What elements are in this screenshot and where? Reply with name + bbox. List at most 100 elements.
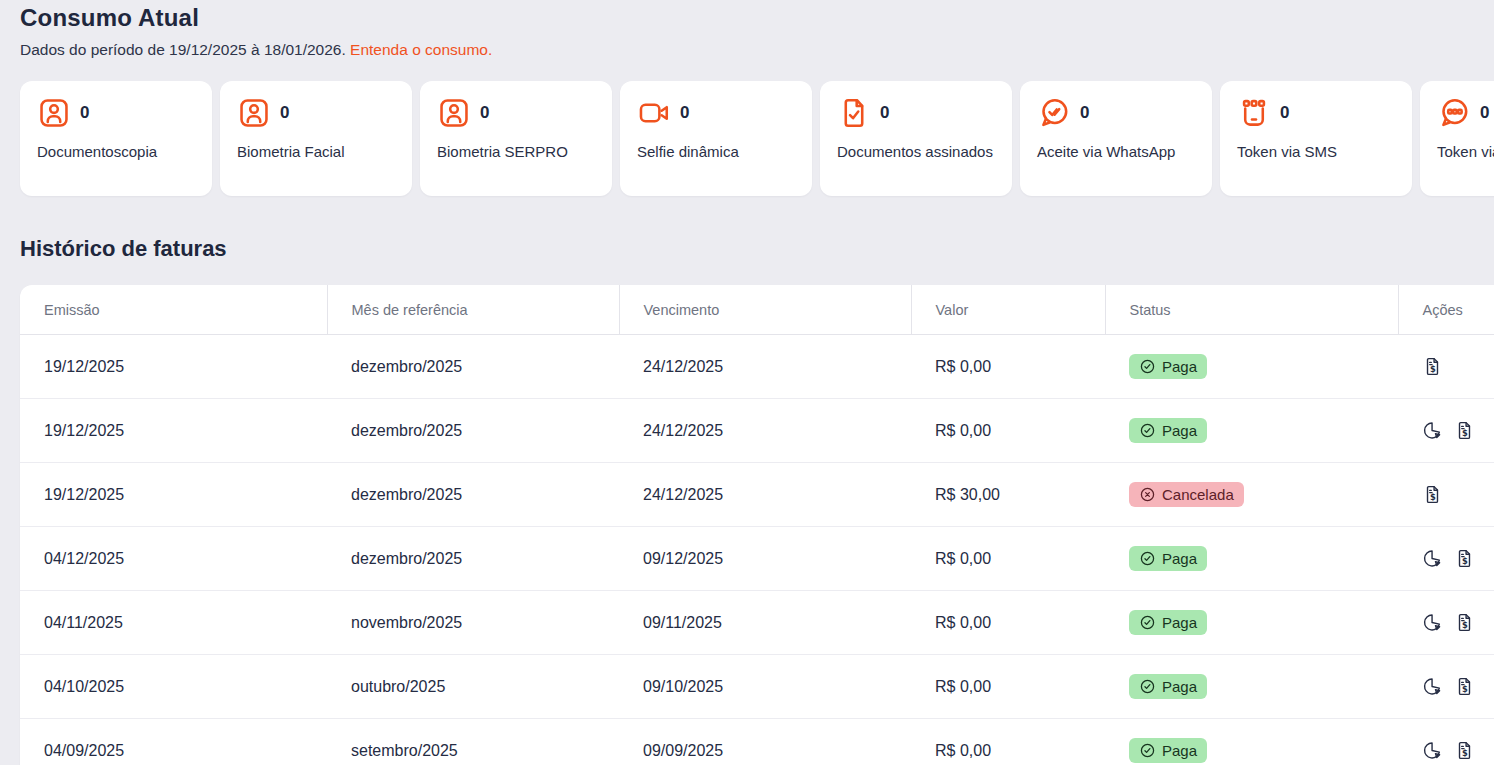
card-label: Biometria Facial <box>237 140 395 163</box>
table-row: 19/12/2025 dezembro/2025 24/12/2025 R$ 0… <box>20 335 1494 399</box>
invoices-table: EmissãoMês de referênciaVencimentoValorS… <box>20 285 1494 765</box>
cell-vencimento: 09/11/2025 <box>619 591 911 655</box>
cell-vencimento: 24/12/2025 <box>619 399 911 463</box>
table-row: 19/12/2025 dezembro/2025 24/12/2025 R$ 3… <box>20 463 1494 527</box>
card-label: Biometria SERPRO <box>437 140 595 163</box>
check-circle-icon <box>1139 422 1156 439</box>
card-count: 0 <box>1480 103 1489 123</box>
pie-chart-icon <box>1422 548 1443 569</box>
cell-vencimento: 09/10/2025 <box>619 655 911 719</box>
check-circle-icon <box>1139 550 1156 567</box>
invoices-table-header: EmissãoMês de referênciaVencimentoValorS… <box>20 285 1494 335</box>
action-invoice-document-button[interactable]: $ <box>1454 548 1475 569</box>
consumption-card: 0 Documentoscopia <box>20 81 212 196</box>
action-invoice-document-button[interactable]: $ <box>1422 484 1443 505</box>
action-invoice-document-button[interactable]: $ <box>1422 356 1443 377</box>
cell-acoes: $ <box>1398 527 1494 591</box>
cell-mes-referencia: outubro/2025 <box>327 655 619 719</box>
consumption-card: 0 Documentos assinados <box>820 81 1012 196</box>
invoice-document-icon: $ <box>1422 484 1443 505</box>
cell-emissao: 19/12/2025 <box>20 399 327 463</box>
cell-valor: R$ 0,00 <box>911 335 1105 399</box>
cell-emissao: 19/12/2025 <box>20 463 327 527</box>
consumption-page: Consumo Atual Dados do período de 19/12/… <box>0 0 1494 765</box>
invoice-document-icon: $ <box>1454 612 1475 633</box>
card-count: 0 <box>880 103 889 123</box>
status-badge: Paga <box>1129 674 1207 699</box>
action-pie-chart-button[interactable] <box>1422 740 1443 761</box>
pie-chart-icon <box>1422 420 1443 441</box>
understand-consumption-link[interactable]: Entenda o consumo. <box>350 41 492 58</box>
cell-mes-referencia: dezembro/2025 <box>327 399 619 463</box>
user-card-icon <box>437 96 471 130</box>
column-header-acoes: Ações <box>1398 285 1494 335</box>
action-pie-chart-button[interactable] <box>1422 612 1443 633</box>
invoice-document-icon: $ <box>1422 356 1443 377</box>
cell-valor: R$ 0,00 <box>911 655 1105 719</box>
card-label: Documentos assinados <box>837 140 995 163</box>
cell-valor: R$ 0,00 <box>911 399 1105 463</box>
period-text: Dados do período de 19/12/2025 à 18/01/2… <box>20 41 346 58</box>
cell-valor: R$ 0,00 <box>911 527 1105 591</box>
table-row: 04/11/2025 novembro/2025 09/11/2025 R$ 0… <box>20 591 1494 655</box>
cell-acoes: $ <box>1398 335 1494 399</box>
table-row: 19/12/2025 dezembro/2025 24/12/2025 R$ 0… <box>20 399 1494 463</box>
period-subtitle: Dados do período de 19/12/2025 à 18/01/2… <box>20 41 1494 59</box>
card-count: 0 <box>280 103 289 123</box>
cell-status: Paga <box>1105 527 1398 591</box>
invoice-document-icon: $ <box>1454 676 1475 697</box>
action-pie-chart-button[interactable] <box>1422 548 1443 569</box>
status-badge: Paga <box>1129 418 1207 443</box>
column-header-mes-de-referencia: Mês de referência <box>327 285 619 335</box>
status-badge: Paga <box>1129 610 1207 635</box>
phone-dots-icon <box>1237 96 1271 130</box>
card-count: 0 <box>80 103 89 123</box>
card-label: Token via WhatsApp <box>1437 140 1494 163</box>
action-invoice-document-button[interactable]: $ <box>1454 676 1475 697</box>
svg-text:$: $ <box>1462 428 1468 438</box>
pie-chart-icon <box>1422 612 1443 633</box>
status-badge: Cancelada <box>1129 482 1244 507</box>
cell-emissao: 04/11/2025 <box>20 591 327 655</box>
consumption-card: 0 Token via SMS <box>1220 81 1412 196</box>
cell-valor: R$ 0,00 <box>911 719 1105 765</box>
consumption-cards-row: 0 Documentoscopia 0 Biometria Facial 0 B… <box>20 81 1494 196</box>
action-invoice-document-button[interactable]: $ <box>1454 420 1475 441</box>
cell-status: Cancelada <box>1105 463 1398 527</box>
column-header-valor: Valor <box>911 285 1105 335</box>
cell-acoes: $ <box>1398 719 1494 765</box>
invoice-document-icon: $ <box>1454 740 1475 761</box>
cell-mes-referencia: novembro/2025 <box>327 591 619 655</box>
pie-chart-icon <box>1422 740 1443 761</box>
cell-emissao: 04/09/2025 <box>20 719 327 765</box>
card-count: 0 <box>480 103 489 123</box>
svg-text:$: $ <box>1462 684 1468 694</box>
action-pie-chart-button[interactable] <box>1422 420 1443 441</box>
consumption-card: 0 Token via WhatsApp <box>1420 81 1494 196</box>
cell-status: Paga <box>1105 335 1398 399</box>
cell-mes-referencia: dezembro/2025 <box>327 527 619 591</box>
cell-mes-referencia: dezembro/2025 <box>327 463 619 527</box>
cell-acoes: $ <box>1398 591 1494 655</box>
check-circle-icon <box>1139 678 1156 695</box>
pie-chart-icon <box>1422 676 1443 697</box>
video-camera-icon <box>637 96 671 130</box>
cell-status: Paga <box>1105 655 1398 719</box>
action-invoice-document-button[interactable]: $ <box>1454 612 1475 633</box>
svg-text:$: $ <box>1430 364 1436 374</box>
cell-emissao: 04/12/2025 <box>20 527 327 591</box>
svg-text:$: $ <box>1462 556 1468 566</box>
cell-vencimento: 09/09/2025 <box>619 719 911 765</box>
action-invoice-document-button[interactable]: $ <box>1454 740 1475 761</box>
invoice-document-icon: $ <box>1454 548 1475 569</box>
chat-double-check-icon <box>1037 96 1071 130</box>
action-pie-chart-button[interactable] <box>1422 676 1443 697</box>
invoice-document-icon: $ <box>1454 420 1475 441</box>
consumption-card: 0 Biometria Facial <box>220 81 412 196</box>
consumption-card: 0 Selfie dinâmica <box>620 81 812 196</box>
user-card-icon <box>237 96 271 130</box>
consumption-card: 0 Aceite via WhatsApp <box>1020 81 1212 196</box>
cell-mes-referencia: dezembro/2025 <box>327 335 619 399</box>
cell-valor: R$ 30,00 <box>911 463 1105 527</box>
card-label: Selfie dinâmica <box>637 140 795 163</box>
